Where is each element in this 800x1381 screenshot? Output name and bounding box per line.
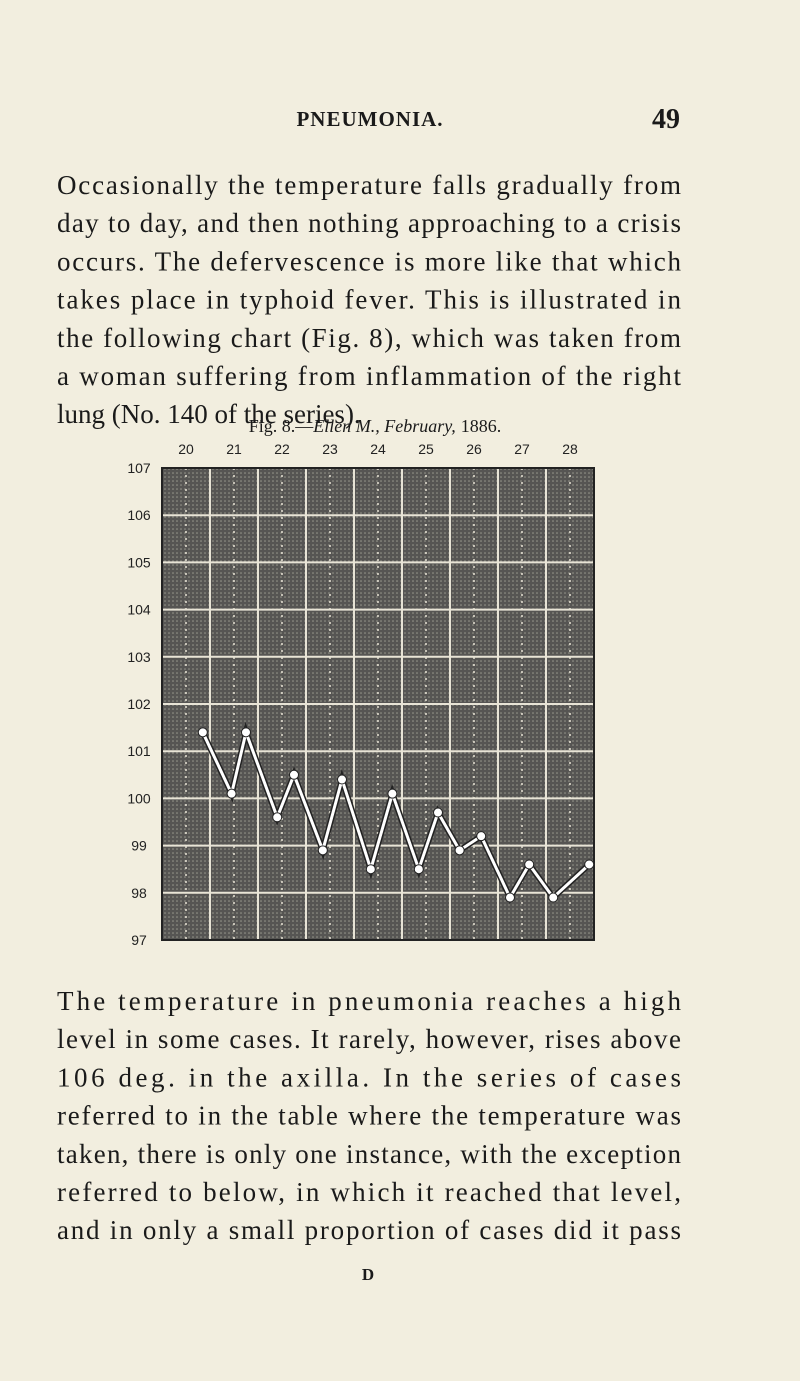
- text-line: lung (No. 140 of the series).: [57, 399, 361, 429]
- y-tick-label: 104: [127, 602, 151, 618]
- data-point: [454, 845, 465, 856]
- text-line: taken, there is only one instance, with …: [57, 1139, 682, 1169]
- text-line: level in some cases. It rarely, however,…: [57, 1024, 681, 1054]
- text-line: referred to below, in which it reached t…: [57, 1177, 681, 1207]
- data-point: [365, 864, 376, 875]
- y-tick-label: 99: [131, 838, 147, 854]
- data-point: [337, 774, 347, 785]
- figure-caption: Fig. 8.—Ellen M., February, 1886.: [249, 416, 502, 436]
- data-point: [226, 788, 237, 799]
- data-point: [548, 892, 559, 903]
- data-point: [289, 769, 299, 780]
- data-point: [524, 859, 535, 870]
- text-line: and in only a small proportion of cases …: [57, 1215, 681, 1245]
- y-tick-label: 106: [127, 507, 151, 523]
- x-tick-label: 28: [562, 441, 578, 457]
- data-point: [272, 812, 283, 823]
- text-line: 106 deg. in the axilla. In the series of…: [57, 1062, 681, 1092]
- data-point: [433, 807, 443, 818]
- caption-italic: Ellen M., February,: [312, 416, 455, 436]
- text-line: a woman suffering from inflammation of t…: [57, 361, 681, 391]
- y-tick-label: 107: [127, 460, 151, 476]
- signature-mark: D: [362, 1265, 374, 1284]
- text-line: takes place in typhoid fever. This is il…: [57, 285, 682, 315]
- y-tick-label: 98: [131, 885, 147, 901]
- y-tick-label: 97: [131, 932, 147, 948]
- y-tick-label: 100: [127, 790, 151, 806]
- text-line: day to day, and then nothing approaching…: [57, 208, 681, 238]
- y-tick-label: 102: [127, 696, 151, 712]
- running-head: PNEUMONIA.: [296, 107, 443, 131]
- text-line: occurs. The defervescence is more like t…: [57, 246, 682, 276]
- plot-border: [161, 467, 595, 941]
- data-point: [584, 859, 595, 870]
- y-tick-label: 103: [127, 649, 151, 665]
- data-point: [505, 892, 515, 903]
- data-point: [197, 727, 208, 738]
- x-tick-label: 27: [514, 441, 530, 457]
- x-tick-label: 21: [226, 441, 242, 457]
- x-tick-label: 22: [274, 441, 290, 457]
- caption-year: 1886.: [461, 416, 502, 436]
- y-tick-label: 101: [127, 743, 151, 759]
- x-tick-label: 25: [418, 441, 434, 457]
- x-tick-label: 26: [466, 441, 482, 457]
- data-point: [241, 727, 251, 738]
- page-number: 49: [652, 104, 680, 135]
- data-point: [476, 831, 487, 842]
- text-line: the following chart (Fig. 8), which was …: [57, 323, 681, 353]
- x-tick-label: 20: [178, 441, 194, 457]
- data-point: [317, 845, 328, 856]
- x-tick-label: 23: [322, 441, 338, 457]
- caption-label: Fig. 8.—: [249, 416, 315, 436]
- data-point: [413, 864, 424, 875]
- data-point: [387, 788, 398, 799]
- text-line: referred to in the table where the tempe…: [57, 1101, 681, 1131]
- text-line: The temperature in pneumonia reaches a h…: [57, 986, 681, 1016]
- x-tick-label: 24: [370, 441, 386, 457]
- text-line: Occasionally the temperature falls gradu…: [57, 170, 681, 200]
- y-tick-label: 105: [127, 554, 151, 570]
